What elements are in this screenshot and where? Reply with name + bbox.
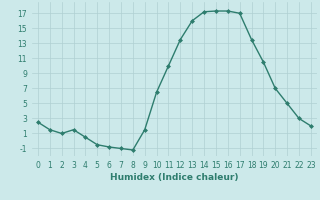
X-axis label: Humidex (Indice chaleur): Humidex (Indice chaleur) — [110, 173, 239, 182]
